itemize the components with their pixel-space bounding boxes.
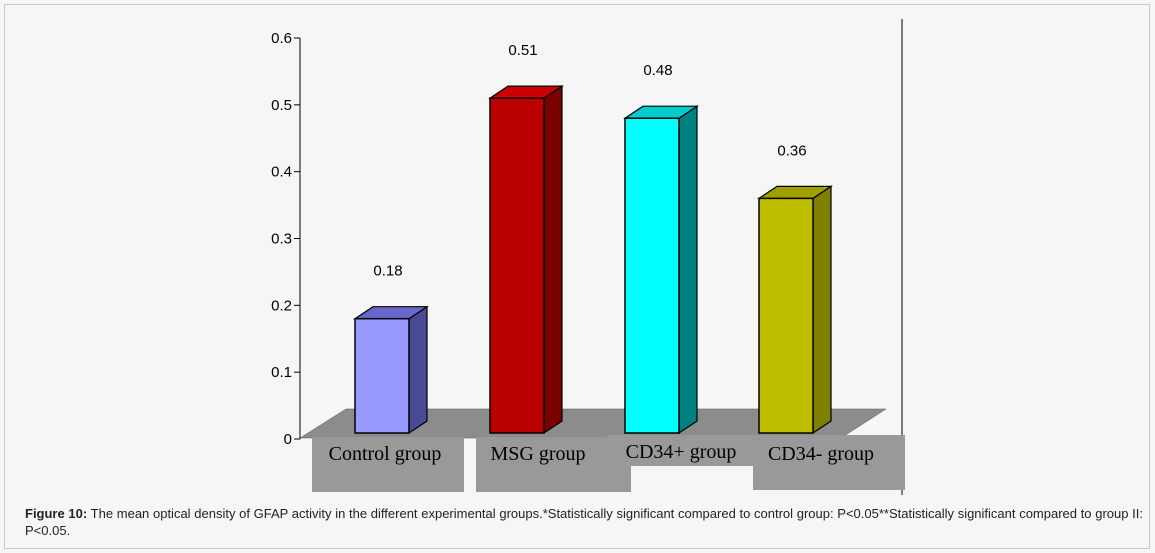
y-tick-label: 0.3	[271, 231, 292, 248]
x-tick-label: Control group	[329, 443, 442, 465]
bar-side	[678, 105, 698, 435]
bar-side	[543, 85, 563, 435]
data-label: 0.18	[373, 263, 402, 280]
x-tick-label: CD34+ group	[626, 441, 737, 463]
y-tick-label: 0.2	[271, 297, 292, 314]
bar-chart: 0 0.1 0.2 0.3 0.4 0.5 0.6 0.18 0.51 0.48 0.36 Contr…	[271, 19, 905, 495]
figure-frame: 0 0.1 0.2 0.3 0.4 0.5 0.6 0.18 0.51 0.48 0.36 Contr…	[4, 4, 1150, 549]
x-tick-label: MSG group	[490, 443, 585, 465]
caption-text: The mean optical density of GFAP activit…	[25, 506, 1144, 538]
data-label: 0.48	[643, 62, 672, 79]
bar-side	[408, 305, 428, 435]
y-tick-label: 0.6	[271, 30, 292, 47]
y-tick-label: 0.1	[271, 364, 292, 381]
y-tick-label: 0.4	[271, 164, 292, 181]
category-label-box	[476, 437, 631, 492]
bar	[758, 197, 814, 434]
category-label-box	[607, 435, 754, 466]
y-tick-label: 0.5	[271, 97, 292, 114]
y-tick-label: 0	[284, 431, 292, 448]
bar	[489, 97, 545, 434]
bar	[354, 317, 410, 434]
caption-label: Figure 10:	[25, 506, 88, 521]
bar-side	[812, 185, 832, 435]
bar	[624, 117, 680, 434]
category-label-box	[753, 435, 905, 490]
figure-caption: Figure 10: The mean optical density of G…	[25, 505, 1143, 539]
category-label-box	[312, 437, 464, 492]
data-label: 0.36	[777, 142, 806, 159]
x-tick-label: CD34- group	[768, 443, 874, 465]
data-label: 0.51	[508, 42, 537, 59]
